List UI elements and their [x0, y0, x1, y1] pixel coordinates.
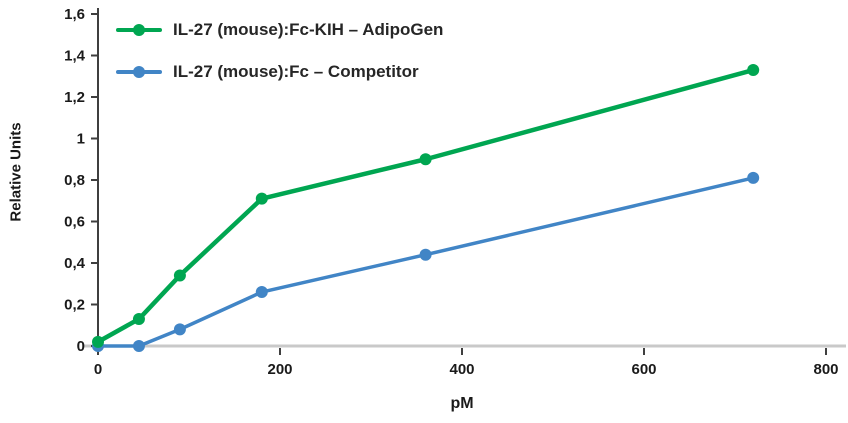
data-point-series-1 — [747, 171, 760, 184]
series-line-0 — [95, 67, 756, 345]
y-tick-label: 1,4 — [64, 48, 86, 65]
y-axis-title: Relative Units — [7, 122, 25, 222]
legend-item-competitor: IL-27 (mouse):Fc – Competitor — [116, 62, 443, 82]
data-point-series-0 — [255, 192, 268, 205]
y-tick-label: 0,6 — [64, 214, 85, 231]
data-point-series-1 — [132, 340, 145, 352]
data-point-series-1 — [173, 323, 186, 336]
data-point-series-1 — [419, 248, 432, 261]
legend: IL-27 (mouse):Fc-KIH – AdipoGen IL-27 (m… — [116, 20, 443, 82]
legend-marker-competitor-icon — [116, 66, 162, 78]
x-tick-label: 0 — [94, 361, 102, 378]
x-axis-title: pM — [450, 395, 474, 412]
legend-marker-adipogen-icon — [116, 24, 162, 36]
data-point-series-0 — [132, 313, 145, 326]
data-point-series-1 — [255, 286, 268, 299]
data-point-series-0 — [173, 269, 186, 282]
y-tick-label: 0,2 — [64, 297, 85, 314]
data-point-series-0 — [419, 153, 432, 166]
y-tick-label: 0,8 — [64, 172, 85, 189]
legend-item-adipogen: IL-27 (mouse):Fc-KIH – AdipoGen — [116, 20, 443, 40]
y-tick-label: 1,6 — [64, 6, 85, 23]
series-line-1 — [96, 176, 755, 348]
x-tick-label: 400 — [449, 361, 474, 378]
y-tick-label: 0,4 — [64, 255, 86, 272]
x-tick-label: 200 — [267, 361, 292, 378]
legend-label-competitor: IL-27 (mouse):Fc – Competitor — [173, 62, 419, 81]
data-point-series-0 — [92, 335, 104, 348]
y-tick-label: 1 — [77, 131, 85, 148]
y-tick-label: 0 — [77, 338, 85, 355]
x-tick-label: 800 — [813, 361, 838, 378]
data-point-series-0 — [747, 64, 760, 77]
legend-label-adipogen: IL-27 (mouse):Fc-KIH – AdipoGen — [173, 20, 444, 39]
y-tick-label: 1,2 — [64, 89, 85, 106]
x-tick-label: 600 — [631, 361, 656, 378]
